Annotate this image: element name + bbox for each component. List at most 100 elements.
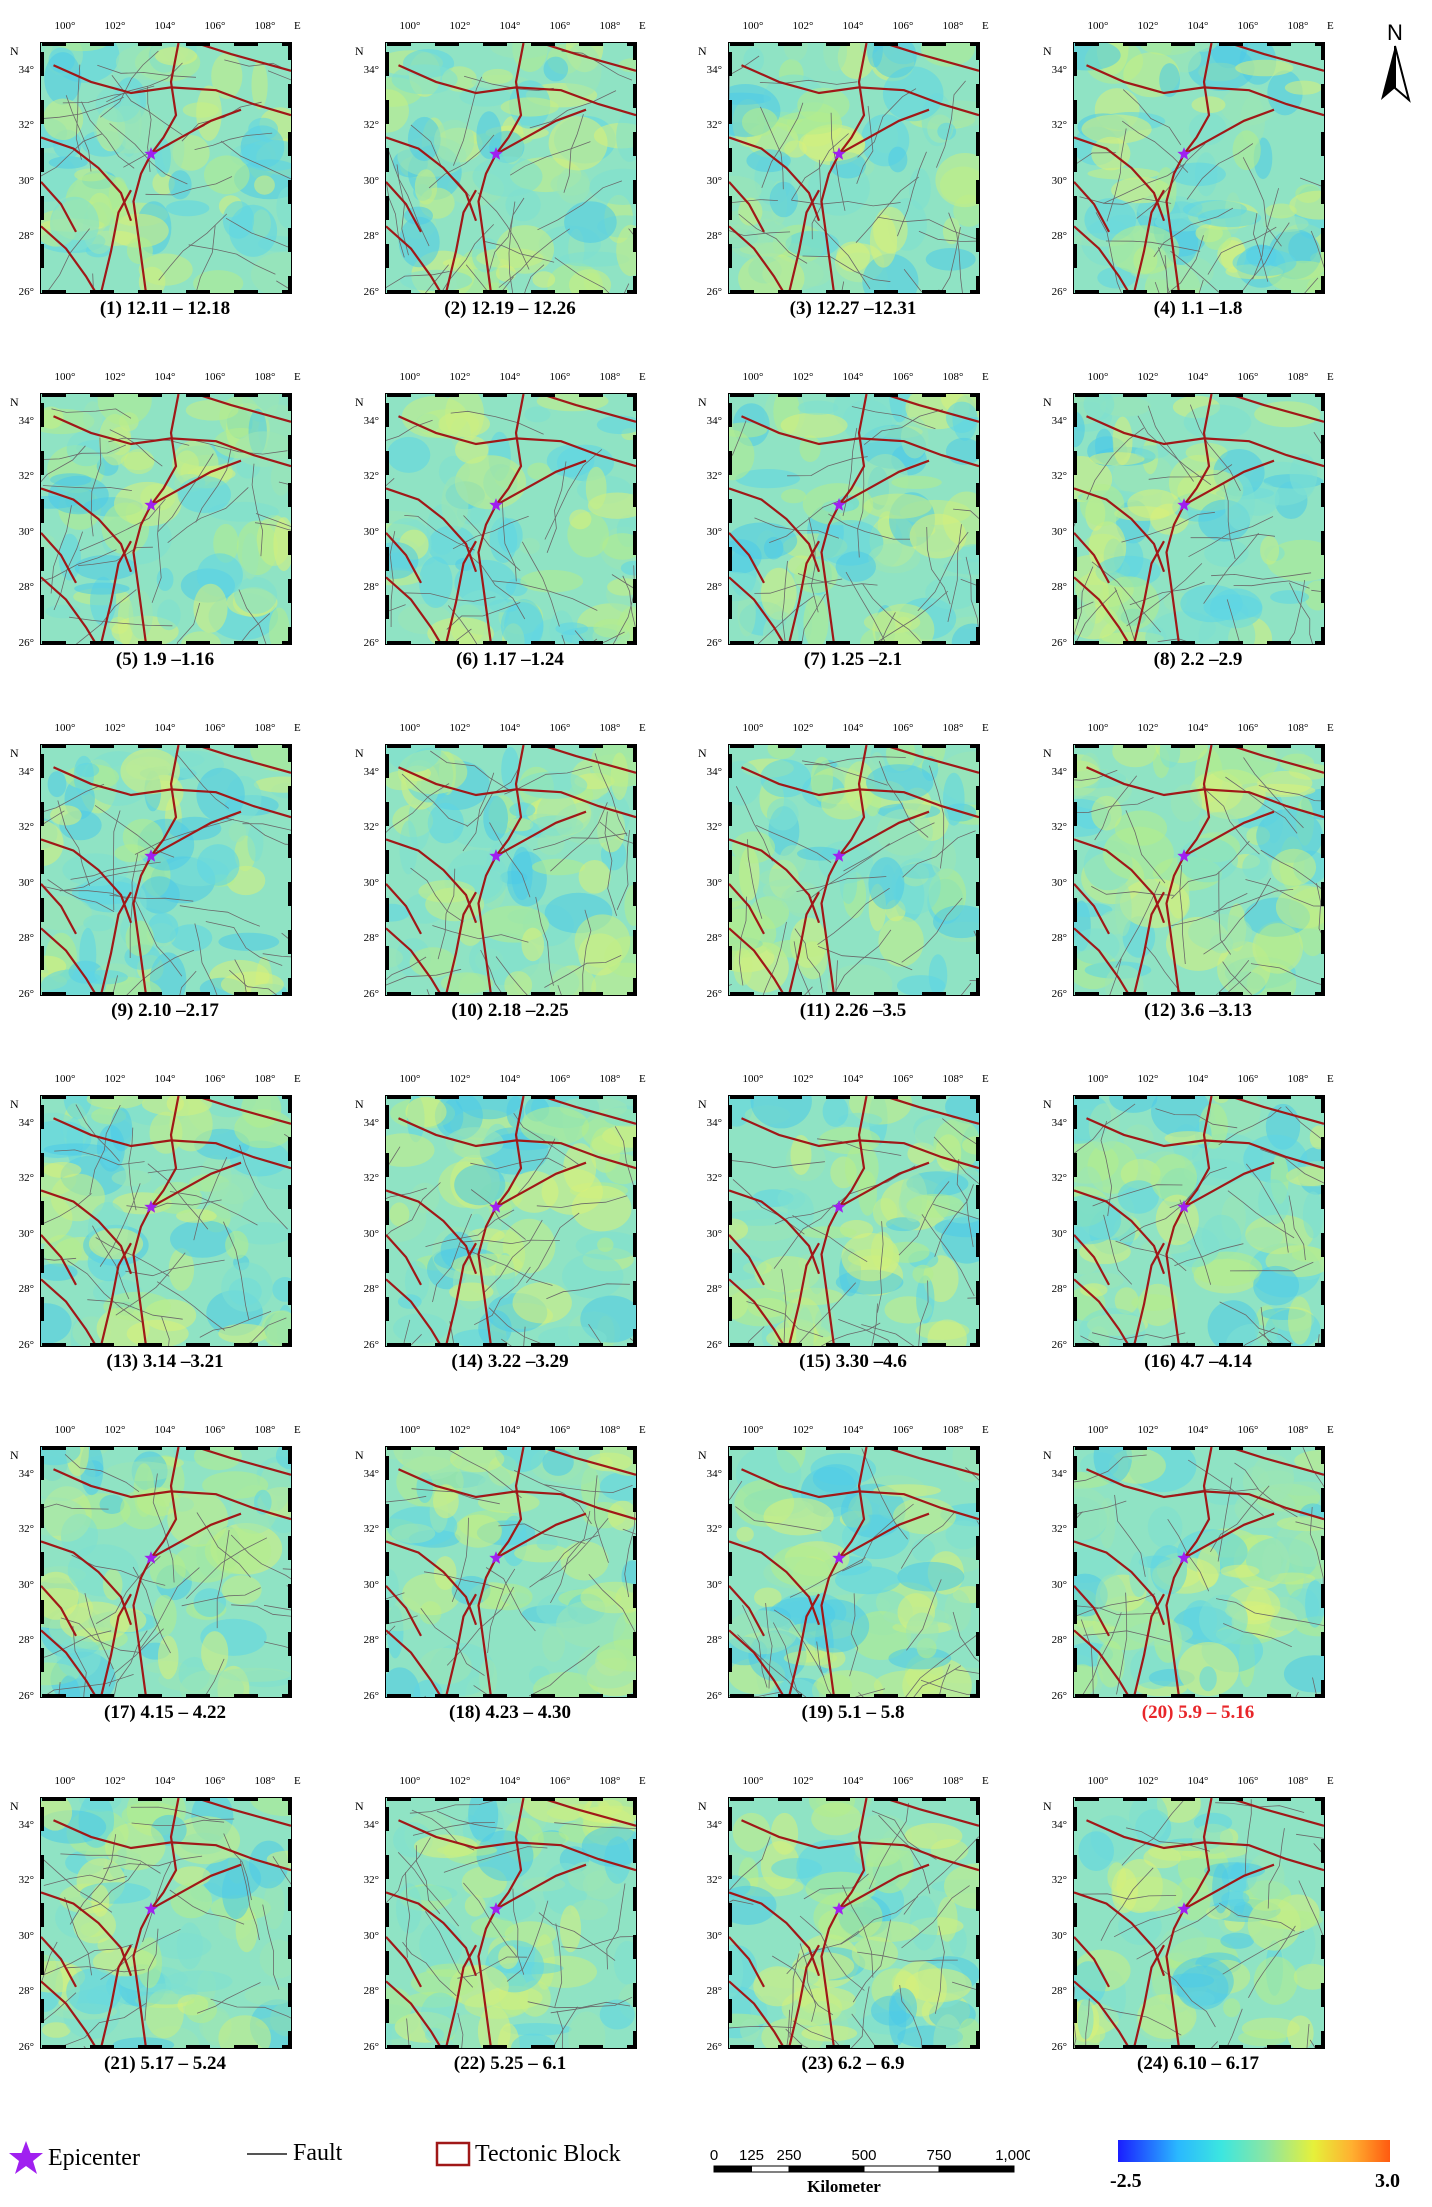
latitude-tick-label: 26° — [18, 286, 34, 298]
longitude-tick-label: 108° — [1287, 722, 1309, 734]
fault-line — [43, 1944, 134, 1976]
north-label: N — [698, 1448, 707, 1462]
fault-line — [97, 64, 197, 78]
tectonic-block-boundary — [883, 1447, 979, 1476]
tectonic-block-boundary — [741, 1819, 979, 1872]
fault-line — [509, 141, 591, 176]
longitude-tick-label: 108° — [942, 20, 964, 32]
fault-line — [251, 463, 264, 557]
fault-line — [75, 64, 82, 160]
tectonic-block-boundary — [495, 810, 587, 858]
anomaly-map — [728, 744, 980, 996]
epicenter-star-icon — [144, 147, 158, 160]
tectonic-block-boundary — [787, 1593, 820, 1697]
fault-line — [1074, 1986, 1077, 2048]
north-label: N — [355, 746, 364, 760]
tectonic-block-boundary — [1183, 1512, 1275, 1560]
fault-line — [1260, 849, 1324, 892]
fault-line — [239, 1144, 288, 1230]
panel-caption: (13) 3.14 –3.21 — [106, 1351, 224, 1372]
fault-line — [1289, 582, 1313, 644]
longitude-tick-label: 100° — [399, 1424, 421, 1436]
fault-line — [773, 1204, 834, 1269]
tectonic-block-boundary — [787, 1944, 820, 2048]
fault-line — [1306, 2023, 1310, 2048]
fault-line — [903, 1836, 979, 1915]
colorbar-min-label: -2.5 — [1110, 2170, 1142, 2192]
east-label: E — [639, 20, 646, 32]
fault-line — [453, 76, 483, 166]
longitude-tick-label: 108° — [254, 371, 276, 383]
fault-line — [1286, 579, 1306, 644]
fault-line — [389, 531, 396, 628]
fault-line — [833, 929, 892, 995]
fault-line — [140, 1567, 200, 1649]
fault-line — [386, 271, 450, 289]
anomaly-map — [385, 42, 637, 294]
anomaly-map — [728, 1797, 980, 2049]
tectonic-block-boundary — [1074, 1629, 1130, 1697]
fault-line — [851, 2013, 877, 2048]
longitude-tick-label: 100° — [399, 1073, 421, 1085]
fault-line — [465, 264, 490, 293]
north-arrow: N — [1375, 20, 1415, 103]
longitude-tick-label: 106° — [892, 1775, 914, 1787]
fault-line — [1298, 1880, 1324, 1939]
longitude-tick-label: 108° — [254, 1073, 276, 1085]
fault-line — [181, 1587, 261, 1607]
fault-line — [195, 225, 216, 293]
fault-line — [546, 461, 567, 553]
panel-caption: (9) 2.10 –2.17 — [111, 1000, 219, 1021]
tectonic-block-boundary — [150, 810, 242, 858]
fault-line — [147, 1165, 220, 1174]
fault-line — [849, 1593, 859, 1677]
fault-line — [1157, 638, 1229, 644]
fault-line — [386, 1495, 427, 1503]
fault-line — [762, 921, 787, 995]
longitude-tick-label: 102° — [449, 722, 471, 734]
tectonic-block-boundary — [1074, 181, 1110, 233]
fault-line — [772, 1622, 807, 1697]
fault-line — [554, 1822, 636, 1830]
fault-line — [1215, 959, 1250, 995]
north-label: N — [1043, 746, 1052, 760]
tectonic-block-boundary — [1086, 1117, 1324, 1170]
fault-line — [873, 590, 948, 644]
fault-line — [1244, 1799, 1252, 1876]
north-label: N — [355, 1097, 364, 1111]
fault-line — [1219, 1301, 1293, 1345]
epicenter-star-icon — [489, 1200, 503, 1213]
longitude-tick-label: 104° — [154, 722, 176, 734]
latitude-tick-label: 30° — [363, 174, 379, 187]
scale-segment — [713, 2165, 752, 2173]
fault-line — [513, 1112, 579, 1165]
fault-line — [1074, 566, 1094, 636]
fault-line — [850, 1986, 870, 2048]
map-panel: 100° 102° 104° 106° 108° E N 34° 32° 30° 28° 26° (19… — [688, 1424, 1018, 1756]
latitude-tick-label: 28° — [706, 1634, 722, 1647]
scale-segment — [938, 2165, 1015, 2173]
longitude-tick-label: 100° — [399, 20, 421, 32]
fault-line — [544, 1484, 633, 1494]
longitude-tick-label: 108° — [942, 1424, 964, 1436]
fault-line — [87, 1299, 183, 1320]
tectonic-block-boundary — [398, 1819, 636, 1872]
fault-line — [817, 887, 890, 945]
fault-line — [41, 810, 65, 827]
longitude-tick-label: 104° — [842, 371, 864, 383]
tectonic-block-boundary — [150, 108, 242, 156]
fault-line — [90, 437, 102, 537]
map-panel: 100° 102° 104° 106° 108° E N 34° 32° 30° 28° 26° (6)… — [345, 371, 675, 703]
longitude-tick-label: 100° — [54, 1073, 76, 1085]
fault-line — [1213, 889, 1294, 913]
tectonic-block-boundary — [838, 459, 930, 507]
north-label: N — [1043, 1097, 1052, 1111]
longitude-tick-label: 100° — [399, 722, 421, 734]
fault-line — [1121, 1798, 1185, 1866]
longitude-tick-label: 104° — [154, 1073, 176, 1085]
tectonic-block-boundary — [1183, 810, 1275, 858]
fault-line — [506, 1900, 549, 1982]
fault-line — [1121, 120, 1189, 173]
longitude-tick-label: 106° — [892, 371, 914, 383]
fault-line — [47, 879, 115, 912]
